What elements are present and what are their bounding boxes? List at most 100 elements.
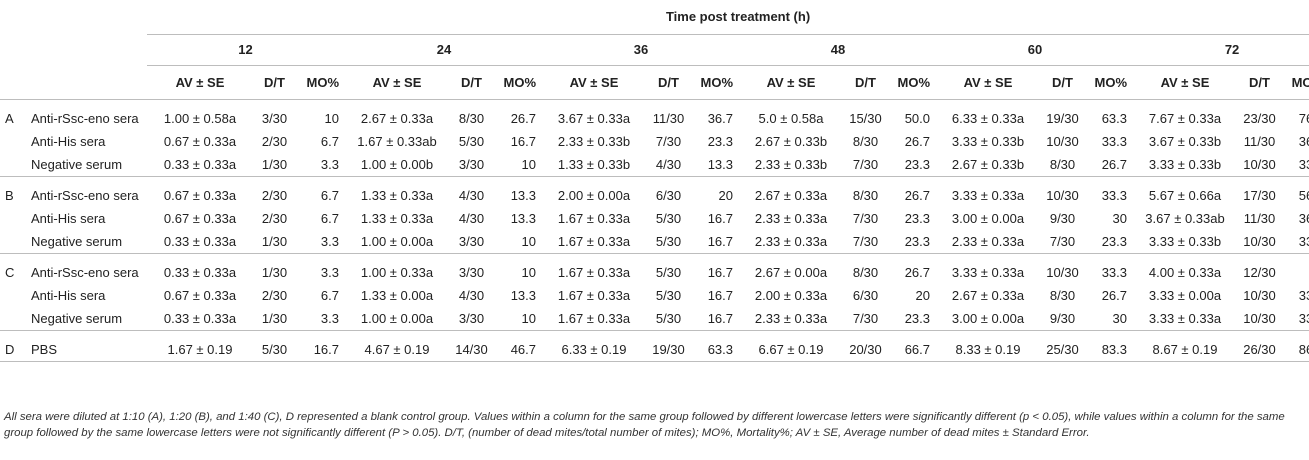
treatment-name: Negative serum [31,310,123,326]
dt-cell: 11/30 [652,111,685,126]
mortality-table: Time post treatment (h) 12 24 36 48 60 72 AV … [0,0,1309,362]
group-label: B [5,188,14,203]
dt-cell: 7/30 [852,310,879,326]
group-label [0,153,26,176]
dt-cell: 1/30 [261,233,288,249]
dt-cell: 10/30 [1046,134,1079,149]
dt-cell: 5/30 [655,288,682,303]
av-se-header: AV ± SE [569,74,619,90]
dt-cell: 5/30 [261,341,288,357]
av-se-cell: 8.67 ± 0.19 [1152,341,1218,357]
treatment-name: Anti-rSsc-eno sera [31,265,139,280]
av-se-cell: 2.33 ± 0.33a [754,310,828,326]
hour-header: 24 [344,34,541,66]
av-se-cell: 1.67 ± 0.33ab [357,134,437,149]
dt-cell: 19/30 [1046,111,1079,126]
av-se-cell: 1.00 ± 0.00a [360,310,434,326]
av-se-cell: 7.67 ± 0.33a [1148,111,1222,126]
dt-cell: 3/30 [458,265,485,280]
table-row: A Anti-rSsc-eno sera 1.00 ± 0.58a 3/30 10 2.6… [0,107,1309,130]
av-se-cell: 3.33 ± 0.33a [951,265,1025,280]
dt-cell: 7/30 [852,233,879,249]
table-row: C Anti-rSsc-eno sera 0.33 ± 0.33a 1/30 3.3 1.… [0,261,1309,284]
av-se-cell: 5.67 ± 0.66a [1148,188,1222,203]
mo-percent-cell: 36.7 [707,111,733,126]
header-row-subcolumns: AV ± SE D/T MO% AV ± SE D/T MO% AV ± SE D/T MO% A… [0,65,1309,99]
mo-percent-header: MO% [306,74,340,90]
av-se-cell: 2.33 ± 0.33a [754,211,828,226]
table-row: Negative serum 0.33 ± 0.33a 1/30 3.3 1.00 ± … [0,230,1309,253]
group-label: D [5,341,15,357]
mo-percent-cell: 3.3 [320,310,339,326]
dt-cell: 10/30 [1243,156,1276,172]
av-se-header: AV ± SE [372,74,422,90]
mo-percent-cell: 33.3 [1298,310,1309,326]
av-se-cell: 2.33 ± 0.33a [754,233,828,249]
dt-cell: 10/30 [1243,233,1276,249]
mo-percent-cell: 6.7 [320,188,339,203]
dt-cell: 26/30 [1243,341,1276,357]
dt-cell: 4/30 [458,211,485,226]
group-label [0,284,26,307]
dt-header: D/T [855,74,876,90]
dt-cell: 6/30 [852,288,879,303]
dt-cell: 9/30 [1049,211,1076,226]
mo-percent-cell: 50.0 [904,111,930,126]
mo-percent-cell: 23.3 [904,156,930,172]
mo-percent-cell: 23.3 [904,310,930,326]
dt-cell: 8/30 [1049,288,1076,303]
av-se-cell: 1.67 ± 0.33a [557,310,631,326]
group-label [0,207,26,230]
table-row: Negative serum 0.33 ± 0.33a 1/30 3.3 1.00 ± … [0,307,1309,330]
dt-cell: 8/30 [852,188,879,203]
av-se-cell: 3.33 ± 0.33b [1148,156,1222,172]
av-se-cell: 1.67 ± 0.33a [557,211,631,226]
hour-header: 72 [1132,34,1309,66]
dt-cell: 7/30 [1049,233,1076,249]
av-se-cell: 2.33 ± 0.33b [557,134,631,149]
mo-percent-cell: 13.3 [510,211,536,226]
mo-percent-header: MO% [1094,74,1128,90]
header-row-super: Time post treatment (h) [0,0,1309,35]
mo-percent-cell: 6.7 [320,134,339,149]
mo-percent-cell: 83.3 [1101,341,1127,357]
table-bottom-rule [0,360,1309,362]
av-se-cell: 3.00 ± 0.00a [951,211,1025,226]
mo-percent-cell: 33.3 [1101,188,1127,203]
av-se-header: AV ± SE [175,74,225,90]
av-se-cell: 3.67 ± 0.33b [1148,134,1222,149]
av-se-cell: 1.67 ± 0.33a [557,288,631,303]
mo-percent-cell: 40 [1281,261,1309,284]
group-label: A [5,111,14,126]
table-row: B Anti-rSsc-eno sera 0.67 ± 0.33a 2/30 6.7 1.… [0,184,1309,207]
mo-percent-cell: 13.3 [707,156,733,172]
mo-percent-cell: 33.3 [1101,134,1127,149]
table-footnote: All sera were diluted at 1:10 (A), 1:20 … [4,411,1285,439]
av-se-cell: 6.33 ± 0.19 [561,341,627,357]
dt-cell: 3/30 [458,310,485,326]
mo-percent-cell: 10 [521,233,536,249]
table-row: Anti-His sera 0.67 ± 0.33a 2/30 6.7 1.33 ± 0… [0,207,1309,230]
mo-percent-cell: 30 [1112,310,1127,326]
av-se-cell: 2.67 ± 0.33a [360,111,434,126]
mo-percent-cell: 66.7 [904,341,930,357]
av-se-cell: 0.33 ± 0.33a [163,265,237,280]
group-label [0,307,26,330]
mo-percent-cell: 63.3 [1101,111,1127,126]
dt-cell: 10/30 [1046,188,1079,203]
av-se-cell: 3.33 ± 0.00a [1148,288,1222,303]
av-se-cell: 1.33 ± 0.33a [360,211,434,226]
mo-percent-cell: 6.7 [320,288,339,303]
mo-percent-cell: 10 [324,111,339,126]
av-se-cell: 3.33 ± 0.33a [1148,310,1222,326]
dt-header: D/T [658,74,679,90]
av-se-cell: 1.00 ± 0.00a [360,233,434,249]
hour-header: 12 [147,34,344,66]
treatment-name: Anti-rSsc-eno sera [31,111,139,126]
mo-percent-header: MO% [897,74,931,90]
av-se-cell: 4.00 ± 0.33a [1148,265,1222,280]
dt-cell: 14/30 [455,341,488,357]
mo-percent-cell: 26.7 [904,265,930,280]
dt-cell: 19/30 [652,341,685,357]
dt-cell: 4/30 [655,156,682,172]
